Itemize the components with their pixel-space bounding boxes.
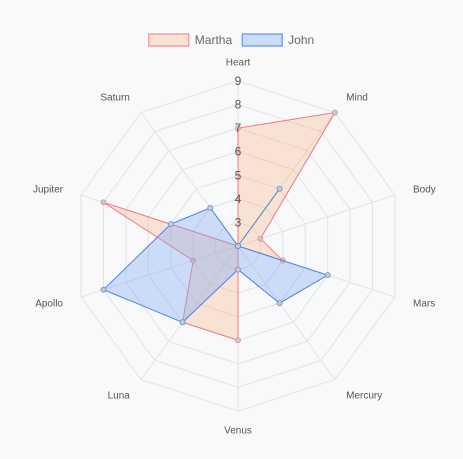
martha-point-heart[interactable] <box>235 125 241 132</box>
martha-point-mind[interactable] <box>332 109 338 116</box>
axis-label-heart: Heart <box>226 58 251 69</box>
grid-spoke <box>237 194 396 247</box>
tick-label-6: 6 <box>235 145 242 159</box>
radar-series <box>100 109 338 344</box>
legend-item-john[interactable]: John <box>241 33 314 47</box>
martha-point-apollo[interactable] <box>190 257 197 264</box>
axis-label-venus: Venus <box>224 426 252 437</box>
martha-point-jupiter[interactable] <box>100 199 107 206</box>
legend-swatch-martha <box>148 33 190 47</box>
axis-label-luna: Luna <box>108 390 131 401</box>
martha-point-venus[interactable] <box>235 337 241 344</box>
john-point-apollo[interactable] <box>100 286 107 293</box>
tick-label-7: 7 <box>235 121 242 135</box>
john-point-saturn[interactable] <box>207 204 214 211</box>
legend: Martha John <box>148 33 314 47</box>
tick-label-5: 5 <box>235 168 242 182</box>
axis-label-saturn: Saturn <box>100 93 129 104</box>
grid-spoke <box>237 245 336 380</box>
radial-ticks: 3 4 5 6 7 8 9 <box>235 74 242 229</box>
john-point-venus[interactable] <box>235 266 241 273</box>
tick-label-4: 4 <box>235 192 242 206</box>
axis-label-mind: Mind <box>346 93 368 104</box>
legend-label-martha: Martha <box>195 33 233 47</box>
legend-label-john: John <box>288 33 314 47</box>
grid-spoke <box>140 245 239 380</box>
grid-spoke <box>80 245 239 298</box>
tick-label-8: 8 <box>235 98 242 112</box>
legend-item-martha[interactable]: Martha <box>148 33 233 47</box>
axis-label-mercury: Mercury <box>346 390 382 401</box>
legend-swatch-john <box>241 33 283 47</box>
john-point-mind[interactable] <box>276 185 283 192</box>
axis-label-jupiter: Jupiter <box>33 185 64 196</box>
axis-label-apollo: Apollo <box>35 298 63 309</box>
john-point-body[interactable] <box>235 243 241 249</box>
axis-label-mars: Mars <box>413 298 435 309</box>
martha-point-body[interactable] <box>257 235 264 242</box>
john-point-mercury[interactable] <box>276 300 283 307</box>
john-point-luna[interactable] <box>179 319 186 326</box>
tick-label-9: 9 <box>235 74 242 88</box>
john-point-mars[interactable] <box>324 272 331 279</box>
axis-labels: Heart Mind Body Mars Mercury Venus Luna Apollo J… <box>33 58 436 437</box>
john-point-jupiter[interactable] <box>167 221 174 228</box>
axis-label-body: Body <box>413 185 436 196</box>
tick-label-3: 3 <box>235 215 242 229</box>
